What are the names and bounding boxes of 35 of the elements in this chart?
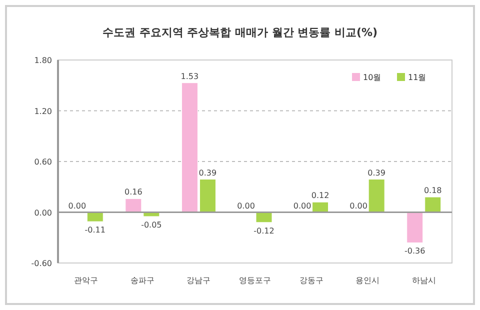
data-label: -0.11 <box>84 226 106 235</box>
data-label: 0.00 <box>293 201 312 210</box>
legend-label: 10월 <box>363 73 382 82</box>
y-tick-label: 1.20 <box>34 106 52 116</box>
x-tick-label: 영등포구 <box>239 276 271 285</box>
y-tick-label: -0.60 <box>31 259 52 268</box>
data-label: 0.00 <box>68 201 86 210</box>
bar <box>256 212 272 223</box>
bar <box>424 196 442 212</box>
y-tick-label: 0.00 <box>34 208 52 218</box>
data-label: 0.39 <box>198 168 217 178</box>
data-label: 0.00 <box>350 201 368 210</box>
data-label: -0.12 <box>254 226 274 236</box>
x-tick-label: 송파구 <box>130 276 154 285</box>
data-label: 0.18 <box>424 186 442 196</box>
bar <box>125 198 142 212</box>
bar <box>406 212 424 243</box>
x-tick-label: 용인시 <box>356 276 380 285</box>
chart-title: 수도권 주요지역 주상복합 매매가 월간 변동률 비교(%) <box>102 26 378 39</box>
bar <box>86 212 104 222</box>
x-tick-label: 강동구 <box>299 276 324 285</box>
y-tick-label: 1.80 <box>34 56 52 65</box>
x-tick-label: 하남시 <box>412 276 436 285</box>
data-label: -0.36 <box>404 246 426 256</box>
x-tick-label: 관악구 <box>74 276 98 285</box>
data-label: 0.39 <box>368 168 386 178</box>
data-label: 0.00 <box>237 201 255 210</box>
data-label: 1.53 <box>180 72 199 81</box>
data-label: -0.05 <box>141 220 162 230</box>
legend-label: 11월 <box>408 73 426 82</box>
y-tick-label: 0.60 <box>34 158 52 166</box>
bar <box>368 179 385 212</box>
data-label: 0.16 <box>124 188 142 197</box>
data-label: 0.12 <box>311 191 330 200</box>
x-tick-label: 강남구 <box>186 276 211 285</box>
